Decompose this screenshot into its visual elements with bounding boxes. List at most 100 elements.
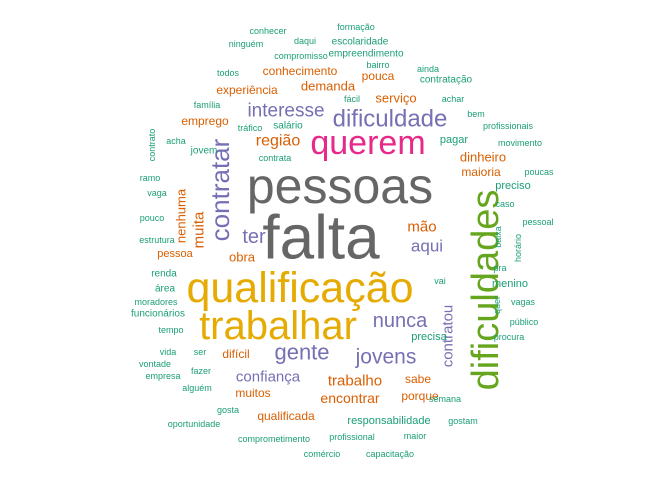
word-querem: querem	[310, 124, 425, 162]
word-servico: serviço	[375, 91, 416, 106]
word-profissional: profissional	[329, 432, 375, 442]
word-emprego: emprego	[181, 114, 229, 128]
word-precisa: precisa	[411, 331, 447, 343]
word-trabalho: trabalho	[328, 373, 382, 390]
word-achar: achar	[442, 94, 465, 104]
word-area: área	[155, 284, 175, 295]
word-bairro: bairro	[366, 60, 389, 70]
word-nunca: nunca	[373, 310, 428, 332]
word-empresa: empresa	[145, 371, 180, 381]
word-contrato: contrato	[147, 129, 157, 162]
word-muitos: muitos	[235, 386, 270, 400]
word-capacitacao: capacitação	[366, 449, 414, 459]
word-moradores: moradores	[134, 297, 178, 307]
word-bem: bem	[467, 109, 485, 119]
word-escolaridade: escolaridade	[332, 37, 389, 48]
word-trafico: tráfico	[238, 123, 263, 133]
word-daqui: daqui	[294, 36, 316, 46]
word-baixa: baixa	[493, 226, 503, 248]
word-demanda: demanda	[301, 79, 356, 94]
word-compromisso: compromisso	[274, 51, 328, 61]
word-maior: maior	[404, 431, 427, 441]
word-jovem: jovem	[190, 146, 218, 157]
word-responsabilidade: responsabilidade	[347, 415, 430, 427]
word-menino: menino	[492, 278, 528, 290]
word-mao: mão	[407, 219, 436, 236]
word-salario: salário	[273, 121, 303, 132]
word-qualificacao: qualificação	[186, 264, 413, 312]
word-jovens: jovens	[355, 346, 417, 369]
word-pessoa: pessoa	[157, 248, 193, 260]
word-contratacao: contratação	[420, 75, 473, 86]
word-alguem: alguém	[182, 383, 212, 393]
word-caso: caso	[495, 199, 514, 209]
word-publico: público	[510, 317, 539, 327]
word-falta: falta	[262, 204, 380, 273]
word-poucas: poucas	[524, 167, 554, 177]
word-dinheiro: dinheiro	[460, 150, 506, 165]
word-renda: renda	[151, 269, 177, 280]
word-pessoal: pessoal	[522, 217, 553, 227]
word-trabalhar: trabalhar	[199, 304, 357, 348]
word-pra: pra	[493, 263, 506, 273]
word-obra: obra	[229, 250, 256, 265]
word-comprometimento: comprometimento	[238, 434, 310, 444]
word-aqui: aqui	[411, 237, 443, 256]
word-nenhuma: nenhuma	[174, 188, 189, 243]
word-quer: quer	[492, 296, 502, 314]
word-dificil: difícil	[222, 347, 249, 361]
word-gente: gente	[274, 340, 329, 365]
word-dificuldade: dificuldade	[333, 106, 448, 133]
word-encontrar: encontrar	[320, 390, 379, 406]
word-horario: horário	[513, 234, 523, 262]
word-vida: vida	[160, 347, 177, 357]
word-experiencia: experiência	[216, 83, 278, 97]
word-gosta: gosta	[217, 405, 239, 415]
word-contratou: contratou	[440, 305, 457, 368]
word-funcionarios: funcionários	[131, 309, 185, 320]
word-qualificada: qualificada	[257, 409, 315, 423]
word-pessoas: pessoas	[247, 158, 433, 214]
word-ter: ter	[242, 226, 266, 248]
word-facil: fácil	[344, 94, 360, 104]
word-ramo: ramo	[140, 173, 161, 183]
word-vontade: vontade	[139, 359, 171, 369]
word-ainda: ainda	[417, 64, 439, 74]
word-contratar: contratar	[205, 138, 235, 241]
word-interesse: interesse	[247, 101, 324, 122]
word-semana: semana	[429, 394, 461, 404]
word-pagar: pagar	[440, 134, 468, 146]
word-pouca: pouca	[362, 69, 395, 83]
word-formacao: formação	[337, 22, 375, 32]
word-muita: muita	[191, 211, 208, 248]
word-porque: porque	[401, 389, 439, 403]
word-todos: todos	[217, 68, 240, 78]
word-oportunidade: oportunidade	[168, 419, 221, 429]
word-confianca: confiança	[236, 369, 301, 386]
word-empreendimento: empreendimento	[328, 49, 403, 60]
word-movimento: movimento	[498, 138, 542, 148]
word-ninguem: ninguém	[229, 39, 264, 49]
word-acha: acha	[166, 136, 186, 146]
word-sabe: sabe	[405, 372, 431, 386]
word-maioria: maioria	[461, 165, 501, 179]
word-gostam: gostam	[448, 416, 478, 426]
word-fazer: fazer	[191, 366, 211, 376]
word-procura: procura	[494, 332, 525, 342]
word-tempo: tempo	[158, 325, 183, 335]
word-contrata: contrata	[259, 153, 292, 163]
word-preciso: preciso	[495, 180, 530, 192]
word-pouco: pouco	[140, 213, 165, 223]
word-dificuldades: dificuldades	[465, 190, 507, 391]
word-estrutura: estrutura	[139, 235, 175, 245]
word-comercio: comércio	[304, 449, 341, 459]
word-profissionais: profissionais	[483, 121, 534, 131]
word-conhecimento: conhecimento	[263, 64, 338, 78]
word-vai: vai	[434, 276, 446, 286]
word-ser: ser	[194, 347, 207, 357]
word-familia: família	[194, 100, 221, 110]
word-vaga: vaga	[147, 188, 167, 198]
word-regiao: região	[256, 133, 301, 150]
word-conhecer: conhecer	[249, 26, 286, 36]
